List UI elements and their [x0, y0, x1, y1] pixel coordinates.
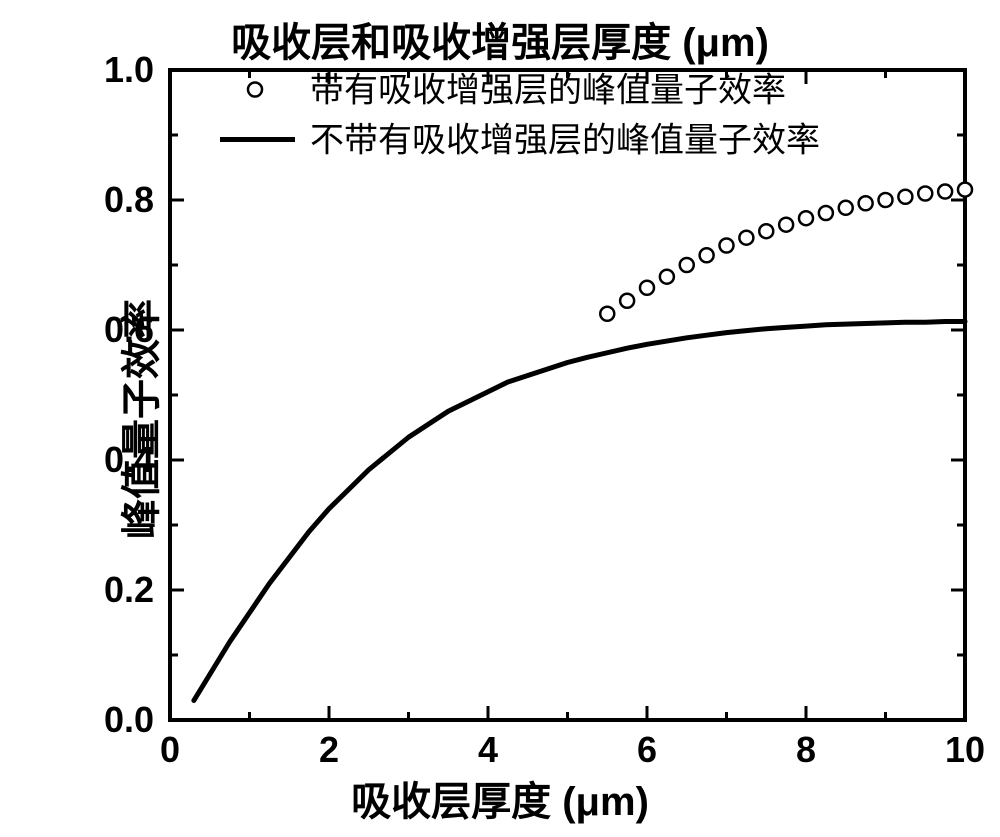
chart-container: 吸收层和吸收增强层厚度 (μm) 峰值量子效率 吸收层厚度 (μm) 02468…	[0, 0, 1000, 837]
series-scatter-with-layer	[600, 307, 614, 321]
legend-label-scatter: 带有吸收增强层的峰值量子效率	[310, 72, 786, 110]
x-tick-label: 4	[478, 729, 498, 770]
y-tick-label: 0.0	[104, 699, 154, 740]
series-scatter-with-layer	[779, 218, 793, 232]
series-scatter-with-layer	[799, 211, 813, 225]
y-tick-label: 0.6	[104, 309, 154, 350]
series-scatter-with-layer	[680, 258, 694, 272]
y-tick-label: 0.4	[104, 439, 154, 480]
plot-border	[170, 70, 965, 720]
series-line-without-layer	[194, 322, 965, 701]
series-scatter-with-layer	[898, 190, 912, 204]
y-tick-label: 0.8	[104, 179, 154, 220]
series-scatter-with-layer	[859, 196, 873, 210]
series-scatter-with-layer	[720, 239, 734, 253]
y-tick-label: 0.2	[104, 569, 154, 610]
legend-marker-circle	[248, 83, 262, 97]
series-scatter-with-layer	[839, 201, 853, 215]
series-scatter-with-layer	[739, 231, 753, 245]
x-tick-label: 0	[160, 729, 180, 770]
x-tick-label: 10	[945, 729, 985, 770]
x-tick-label: 8	[796, 729, 816, 770]
x-tick-label: 2	[319, 729, 339, 770]
series-scatter-with-layer	[620, 294, 634, 308]
x-tick-label: 6	[637, 729, 657, 770]
y-tick-label: 1.0	[104, 49, 154, 90]
series-scatter-with-layer	[938, 185, 952, 199]
series-scatter-with-layer	[700, 248, 714, 262]
legend-label-line: 不带有吸收增强层的峰值量子效率	[310, 122, 820, 160]
series-scatter-with-layer	[918, 187, 932, 201]
series-scatter-with-layer	[819, 206, 833, 220]
series-scatter-with-layer	[879, 193, 893, 207]
series-scatter-with-layer	[759, 224, 773, 238]
series-scatter-with-layer	[958, 183, 972, 197]
chart-svg: 0 2 4 6 8 10 0.0 0.2 0.4 0.6 0.8 1.0 带有吸收增强层的峰值量子效率不…	[0, 0, 1000, 837]
series-scatter-with-layer	[640, 281, 654, 295]
series-scatter-with-layer	[660, 270, 674, 284]
